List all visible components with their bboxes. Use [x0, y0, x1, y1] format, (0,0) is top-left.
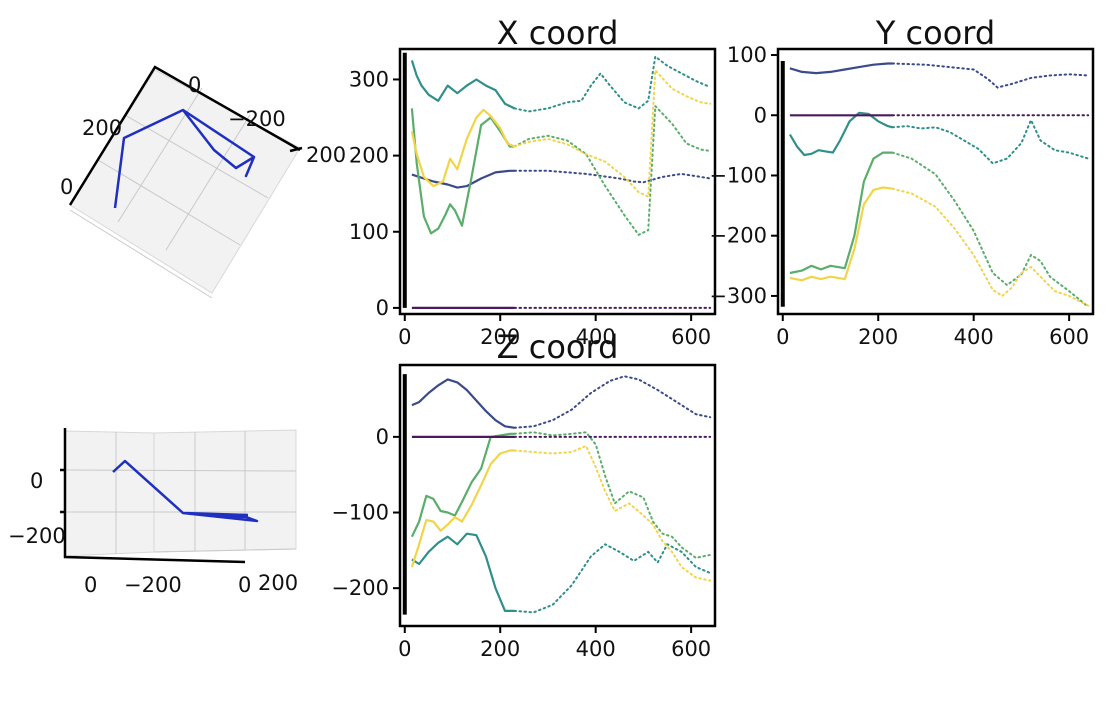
- x-coord-ytick-label-2: 200: [349, 144, 389, 168]
- z-coord-series-3-dotted: [513, 444, 712, 582]
- view-side-tick-label-3: −200: [124, 573, 182, 597]
- back-pane: [64, 430, 155, 557]
- z-coord-series-1-solid: [411, 532, 515, 613]
- side-pane: [153, 429, 297, 553]
- x-coord-series-0-dotted: [513, 169, 712, 184]
- x-coord-series-3-solid: [410, 108, 515, 188]
- x-coord-series-1-dotted: [513, 54, 712, 113]
- z-coord-series-2-solid: [410, 432, 515, 538]
- x-coord-series-1-solid: [410, 60, 515, 110]
- x-coord-xtick-label-0: 0: [398, 325, 411, 349]
- y-coord-series-1-dotted: [891, 117, 1090, 165]
- view-top-tick-label-2: 200: [82, 116, 122, 140]
- z-coord-plot-area: [402, 374, 712, 615]
- y-coord-ytick-label-3: −200: [709, 224, 767, 248]
- y-coord-plot-area: [780, 61, 1090, 308]
- y-coord-xtick-label-3: 600: [1049, 325, 1089, 349]
- view-top-tick-label-0: 0: [188, 73, 201, 97]
- y-coord-series-2-dotted: [891, 151, 1090, 308]
- z-coord-xtick-label-2: 400: [576, 637, 616, 661]
- view-side-tick-label-0: 0: [30, 469, 43, 493]
- x-coord-xtick-label-1: 200: [480, 325, 520, 349]
- y-coord-ytick-label-0: 100: [727, 43, 767, 67]
- x-coord-ytick-label-0: 0: [376, 296, 389, 320]
- y-coord-xtick-label-0: 0: [776, 325, 789, 349]
- grid-lines: [69, 87, 269, 299]
- z-coord-xtick-label-0: 0: [398, 637, 411, 661]
- y-coord-series-3-solid: [789, 186, 893, 282]
- floor-pane: [69, 69, 301, 294]
- z-coord-series-2-dotted: [513, 431, 712, 559]
- x-coord-series-3-dotted: [513, 67, 712, 199]
- x-coord-chart: X coord 0 200 400 600 0 100 200 300: [349, 14, 717, 349]
- x-coord-series-2-solid: [410, 108, 515, 235]
- view-top-tick-label-4: 200: [306, 143, 346, 167]
- z-coord-ytick-label-1: −100: [331, 501, 389, 525]
- y-coord-xtick-label-1: 200: [858, 325, 898, 349]
- x-coord-ytick-label-3: 300: [349, 67, 389, 91]
- z-coord-ytick-label-0: 0: [376, 425, 389, 449]
- y-coord-title: Y coord: [875, 14, 995, 52]
- x-coord-axes-frame: [398, 47, 717, 316]
- view-side-tick-label-1: −200: [8, 524, 66, 548]
- y-coord-ytick-label-4: −300: [709, 284, 767, 308]
- view-side-tick-label-4: 0: [238, 573, 251, 597]
- z-coord-ytick-label-2: −200: [331, 576, 389, 600]
- x-coord-ytick-label-1: 100: [349, 220, 389, 244]
- x-coord-xtick-label-3: 600: [671, 325, 711, 349]
- z-coord-chart: Z coord 0 200 400 600 0 −100 −200: [331, 328, 717, 661]
- y-coord-ytick-label-2: −100: [709, 163, 767, 187]
- skeleton-3d-view-top: 0 −200 200 0 200: [60, 65, 346, 299]
- y-coord-series-3-dotted: [891, 187, 1090, 307]
- y-coord-series-2-solid: [789, 151, 893, 275]
- z-coord-title: Z coord: [497, 328, 619, 366]
- x-coord-title: X coord: [497, 14, 619, 52]
- x-coord-series-2-dotted: [513, 103, 712, 237]
- skeleton-pose: [112, 459, 259, 523]
- x-coord-plot-area: [402, 52, 712, 309]
- y-coord-series-0-solid: [789, 62, 893, 75]
- y-coord-series-0-dotted: [891, 62, 1090, 89]
- z-coord-series-1-dotted: [513, 542, 712, 614]
- z-coord-xtick-label-3: 600: [671, 637, 711, 661]
- y-coord-ytick-label-1: 0: [754, 103, 767, 127]
- z-coord-axes-frame: [398, 363, 717, 628]
- y-coord-series-1-solid: [788, 111, 893, 157]
- y-coord-xtick-label-2: 400: [954, 325, 994, 349]
- axis-line: [68, 65, 301, 206]
- z-coord-xtick-label-1: 200: [480, 637, 520, 661]
- y-coord-chart: Y coord 0 200 400 600 100 0 −100 −200 −300: [709, 14, 1095, 349]
- z-coord-series-0-dotted: [513, 375, 712, 429]
- view-top-tick-label-1: −200: [228, 107, 286, 131]
- z-coord-series-0-solid: [411, 378, 515, 429]
- x-coord-xtick-label-2: 400: [576, 325, 616, 349]
- view-top-tick-label-3: 0: [60, 175, 73, 199]
- view-side-tick-label-5: 200: [258, 571, 298, 595]
- skeleton-pose: [113, 108, 256, 209]
- z-coord-series-3-solid: [410, 449, 515, 568]
- view-side-tick-label-2: 0: [84, 573, 97, 597]
- y-coord-axes-frame: [776, 47, 1095, 316]
- skeleton-3d-view-side: 0 −200 0 −200 0 200: [8, 428, 298, 597]
